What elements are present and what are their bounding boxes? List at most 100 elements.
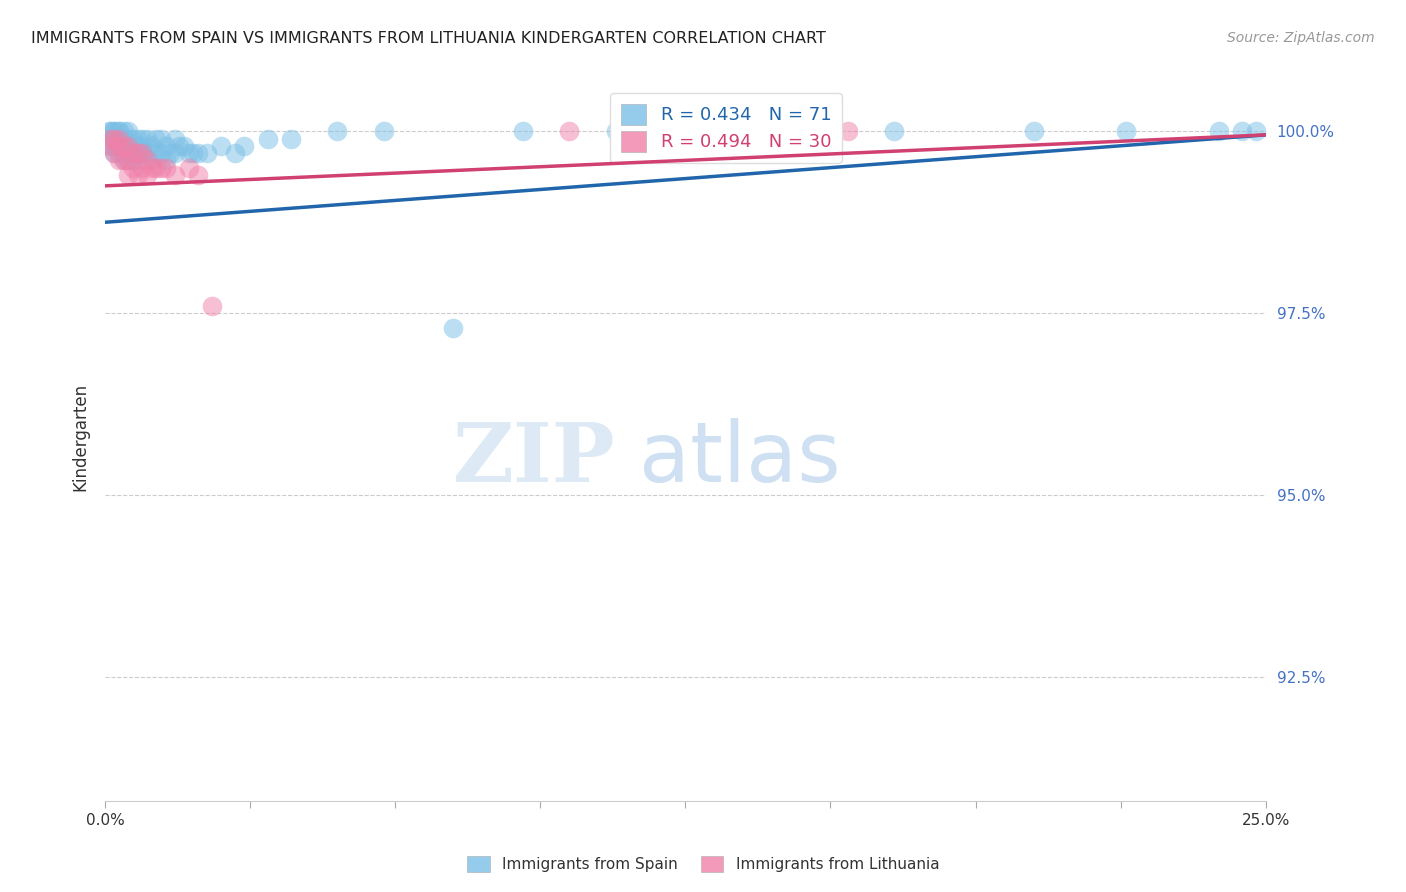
Point	[117, 138, 139, 153]
Point	[883, 124, 905, 138]
Point	[108, 138, 131, 153]
Point	[108, 153, 131, 168]
Point	[209, 138, 232, 153]
Y-axis label: Kindergarten: Kindergarten	[72, 383, 89, 491]
Point	[373, 124, 395, 138]
Point	[103, 131, 125, 145]
Legend: Immigrants from Spain, Immigrants from Lithuania: Immigrants from Spain, Immigrants from L…	[460, 848, 946, 880]
Text: Source: ZipAtlas.com: Source: ZipAtlas.com	[1227, 31, 1375, 45]
Point	[149, 146, 172, 161]
Point	[103, 124, 125, 138]
Point	[131, 131, 153, 145]
Point	[141, 161, 163, 175]
Point	[103, 138, 125, 153]
Point	[187, 168, 209, 182]
Point	[122, 153, 145, 168]
Point	[155, 161, 177, 175]
Point	[1246, 124, 1268, 138]
Point	[112, 153, 135, 168]
Point	[108, 124, 131, 138]
Point	[163, 146, 186, 161]
Point	[136, 153, 159, 168]
Point	[605, 124, 627, 138]
Point	[159, 146, 181, 161]
Point	[1208, 124, 1230, 138]
Point	[98, 138, 121, 153]
Point	[112, 131, 135, 145]
Point	[112, 138, 135, 153]
Point	[155, 138, 177, 153]
Point	[127, 138, 149, 153]
Point	[108, 131, 131, 145]
Point	[117, 153, 139, 168]
Point	[163, 131, 186, 145]
Text: atlas: atlas	[638, 418, 841, 500]
Text: ZIP: ZIP	[453, 419, 616, 499]
Point	[280, 131, 302, 145]
Point	[187, 146, 209, 161]
Point	[108, 124, 131, 138]
Point	[177, 146, 200, 161]
Point	[108, 131, 131, 145]
Point	[98, 131, 121, 145]
Point	[136, 131, 159, 145]
Point	[103, 146, 125, 161]
Point	[169, 138, 191, 153]
Point	[183, 146, 205, 161]
Point	[127, 146, 149, 161]
Point	[136, 146, 159, 161]
Point	[149, 131, 172, 145]
Point	[127, 146, 149, 161]
Text: IMMIGRANTS FROM SPAIN VS IMMIGRANTS FROM LITHUANIA KINDERGARTEN CORRELATION CHAR: IMMIGRANTS FROM SPAIN VS IMMIGRANTS FROM…	[31, 31, 825, 46]
Point	[127, 168, 149, 182]
Point	[112, 124, 135, 138]
Point	[201, 299, 224, 313]
Point	[326, 124, 349, 138]
Point	[131, 138, 153, 153]
Point	[117, 168, 139, 182]
Point	[141, 153, 163, 168]
Point	[122, 161, 145, 175]
Point	[837, 124, 859, 138]
Point	[558, 124, 581, 138]
Point	[149, 161, 172, 175]
Point	[145, 131, 167, 145]
Point	[112, 153, 135, 168]
Point	[790, 124, 813, 138]
Point	[112, 146, 135, 161]
Point	[1115, 124, 1137, 138]
Point	[155, 153, 177, 168]
Point	[98, 124, 121, 138]
Point	[117, 153, 139, 168]
Point	[136, 168, 159, 182]
Point	[441, 321, 464, 335]
Point	[103, 131, 125, 145]
Point	[117, 131, 139, 145]
Point	[117, 124, 139, 138]
Point	[108, 146, 131, 161]
Point	[98, 138, 121, 153]
Point	[108, 138, 131, 153]
Point	[1022, 124, 1045, 138]
Point	[112, 138, 135, 153]
Point	[127, 131, 149, 145]
Point	[122, 131, 145, 145]
Point	[131, 146, 153, 161]
Point	[141, 138, 163, 153]
Point	[117, 138, 139, 153]
Point	[98, 124, 121, 138]
Point	[103, 124, 125, 138]
Point	[163, 168, 186, 182]
Point	[131, 161, 153, 175]
Point	[122, 138, 145, 153]
Point	[145, 146, 167, 161]
Point	[145, 161, 167, 175]
Legend: R = 0.434   N = 71, R = 0.494   N = 30: R = 0.434 N = 71, R = 0.494 N = 30	[610, 93, 842, 162]
Point	[1232, 124, 1254, 138]
Point	[233, 138, 256, 153]
Point	[256, 131, 278, 145]
Point	[98, 131, 121, 145]
Point	[122, 146, 145, 161]
Point	[224, 146, 246, 161]
Point	[117, 146, 139, 161]
